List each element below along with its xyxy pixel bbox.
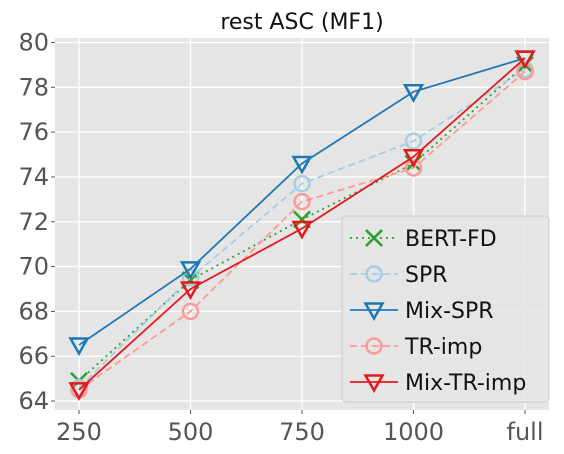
legend-label-bert-fd: BERT-FD bbox=[405, 227, 497, 252]
data-point-mix-spr-1000 bbox=[402, 84, 425, 103]
legend-marker-bert-fd bbox=[365, 229, 383, 247]
y-tick-label-66: 66 bbox=[18, 342, 49, 370]
x-tick-label-250: 250 bbox=[56, 418, 102, 446]
series-line-tr-imp bbox=[78, 70, 526, 391]
series-line-mix-tr-imp bbox=[78, 57, 526, 391]
data-point-mix-tr-imp-750 bbox=[291, 220, 313, 240]
x-tick-label-500: 500 bbox=[168, 418, 214, 446]
y-tick-label-76: 76 bbox=[18, 118, 49, 146]
legend-label-tr-imp: TR-imp bbox=[404, 335, 482, 360]
chart-title: rest ASC (MF1) bbox=[220, 10, 383, 35]
series-line-spr bbox=[78, 68, 526, 389]
y-tick-label-72: 72 bbox=[18, 208, 49, 236]
legend-box bbox=[341, 215, 550, 403]
data-point-tr-imp-full bbox=[516, 62, 534, 81]
legend-label-spr: SPR bbox=[405, 263, 448, 288]
data-point-mix-spr-750 bbox=[291, 155, 313, 175]
y-tick-label-68: 68 bbox=[18, 297, 49, 325]
data-point-mix-spr-250 bbox=[68, 337, 90, 357]
y-tick-label-70: 70 bbox=[18, 253, 49, 281]
x-axis: 250 500 750 1000 full bbox=[56, 410, 544, 446]
legend-item-spr: SPR bbox=[350, 263, 448, 288]
data-point-mix-tr-imp-1000 bbox=[402, 149, 425, 168]
y-axis: 64 66 68 70 72 74 76 78 80 bbox=[18, 28, 55, 415]
legend-marker-mix-spr bbox=[363, 302, 385, 322]
data-point-tr-imp-1000 bbox=[404, 159, 423, 177]
y-tick-label-64: 64 bbox=[18, 387, 49, 415]
x-tick-label-750: 750 bbox=[279, 418, 325, 446]
legend-marker-spr bbox=[365, 265, 383, 283]
data-point-bert-fd-750-stroke-b bbox=[293, 210, 311, 229]
legend-marker-bert-fd-stroke-b bbox=[365, 229, 383, 247]
y-tick-label-80: 80 bbox=[18, 28, 49, 56]
legend-item-mix-tr-imp: Mix-TR-imp bbox=[350, 371, 526, 396]
legend-item-tr-imp: TR-imp bbox=[350, 335, 482, 360]
data-point-tr-imp-750 bbox=[293, 192, 311, 211]
grid bbox=[55, 38, 549, 410]
data-point-mix-tr-imp-250 bbox=[68, 382, 90, 401]
legend-item-bert-fd: BERT-FD bbox=[350, 227, 497, 252]
data-point-mix-tr-imp-full bbox=[514, 50, 536, 70]
x-tick-label-full: full bbox=[507, 418, 544, 446]
series-tr-imp bbox=[70, 62, 534, 399]
series-line-mix-spr bbox=[78, 57, 526, 346]
legend: BERT-FD SPR Mix-SPR TR-imp Mix-TR-imp bbox=[341, 215, 550, 403]
data-point-mix-spr-500 bbox=[179, 261, 202, 280]
legend-marker-tr-imp bbox=[365, 337, 383, 355]
data-point-spr-500 bbox=[181, 269, 200, 287]
data-point-bert-fd-500-stroke-b bbox=[181, 271, 200, 289]
legend-marker-mix-tr-imp bbox=[363, 374, 385, 394]
data-point-spr-1000 bbox=[404, 132, 423, 150]
legend-label-mix-tr-imp: Mix-TR-imp bbox=[405, 371, 526, 396]
data-point-tr-imp-500 bbox=[181, 302, 200, 321]
data-point-mix-tr-imp-500 bbox=[179, 281, 202, 301]
legend-item-mix-spr: Mix-SPR bbox=[350, 299, 494, 324]
x-tick-label-1000: 1000 bbox=[383, 418, 444, 446]
y-tick-label-74: 74 bbox=[18, 163, 49, 191]
series-spr bbox=[70, 60, 534, 397]
series-mix-tr-imp bbox=[68, 50, 536, 401]
y-tick-label-78: 78 bbox=[18, 73, 49, 101]
series-layer bbox=[68, 50, 536, 401]
data-point-spr-750 bbox=[293, 174, 311, 193]
legend-label-mix-spr: Mix-SPR bbox=[405, 299, 494, 324]
